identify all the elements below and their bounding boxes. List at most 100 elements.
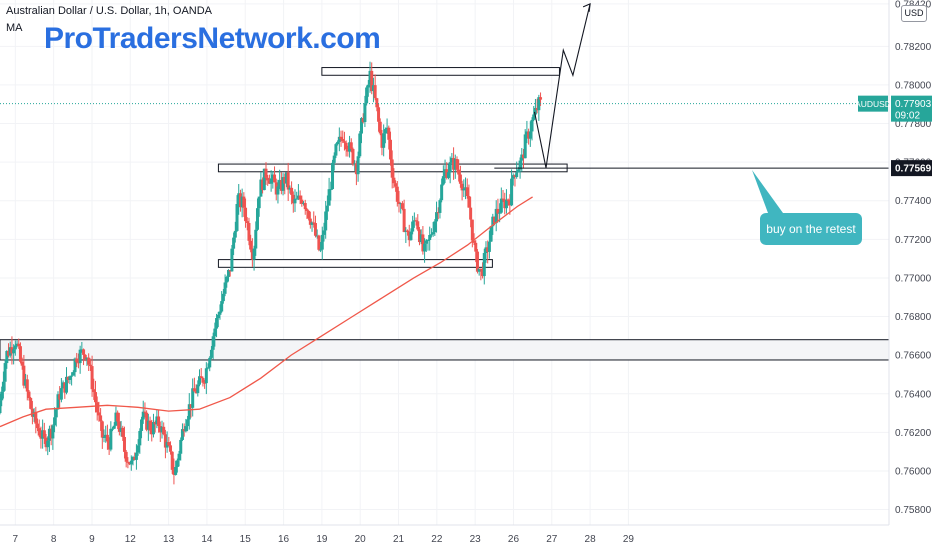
price-axis[interactable]: 0.784200.782000.780000.778000.776000.774… xyxy=(888,0,932,550)
candle-body xyxy=(3,363,7,382)
candle-body xyxy=(150,430,154,435)
candle-body xyxy=(438,200,442,213)
candle-body xyxy=(313,223,317,236)
candle-body xyxy=(170,451,174,470)
candle-body xyxy=(66,376,70,380)
candle-body xyxy=(244,207,248,222)
candle-body xyxy=(443,169,447,177)
candle-body xyxy=(116,412,120,422)
time-tick-label: 14 xyxy=(201,534,213,545)
candle-body xyxy=(264,168,268,178)
candle-body xyxy=(237,193,241,205)
candle-body xyxy=(470,219,474,241)
candle-body xyxy=(518,160,522,170)
candle-body xyxy=(71,372,75,376)
candle-body xyxy=(421,234,425,252)
candle-body xyxy=(380,133,384,148)
price-tick-label: 0.78000 xyxy=(895,80,932,91)
indicator-label[interactable]: MA xyxy=(6,22,23,34)
currency-button[interactable]: USD xyxy=(901,5,927,22)
candle-body xyxy=(433,221,437,233)
candle-body xyxy=(225,276,229,283)
candle-body xyxy=(109,428,113,450)
candle-body xyxy=(397,201,401,204)
candle-body xyxy=(221,293,225,302)
candle-body xyxy=(523,134,527,159)
candle-body xyxy=(238,193,242,208)
candle-body xyxy=(445,169,449,178)
candle-body xyxy=(510,178,514,206)
candle-body xyxy=(499,198,503,213)
zone-box xyxy=(0,339,890,361)
candle-body xyxy=(174,466,178,475)
candle-body xyxy=(298,195,302,200)
candle-body xyxy=(491,216,495,227)
candle-body xyxy=(360,118,364,134)
candle-body xyxy=(37,428,41,436)
candle-body xyxy=(392,177,396,184)
candle-body xyxy=(133,457,137,460)
candle-body xyxy=(361,118,365,123)
candle-body xyxy=(141,411,145,420)
candle-body xyxy=(273,174,277,183)
candle-body xyxy=(460,183,464,191)
candle-body xyxy=(504,199,508,209)
candle-body xyxy=(163,434,167,448)
candle-body xyxy=(223,282,227,294)
candle-body xyxy=(29,398,33,409)
time-axis[interactable]: 7 8 9 12 13 14 15 16 19 20 21 22 23 26 27 28 29 xyxy=(0,524,889,545)
time-tick-label: 29 xyxy=(623,534,635,545)
candle-body xyxy=(487,241,491,252)
candle-body xyxy=(341,139,345,142)
candle-body xyxy=(319,249,323,251)
candle-body xyxy=(535,107,539,111)
candle-body xyxy=(44,437,48,448)
candle-body xyxy=(467,196,471,208)
candle-body xyxy=(65,376,69,393)
candle-body xyxy=(317,235,321,250)
candle-body xyxy=(414,220,418,222)
candle-body xyxy=(194,391,198,394)
candle-body xyxy=(446,172,450,178)
candle-body xyxy=(136,445,140,453)
time-tick-label: 15 xyxy=(240,534,252,545)
candle-body xyxy=(58,394,62,400)
candle-body xyxy=(366,84,370,88)
time-tick-label: 12 xyxy=(125,534,137,545)
annotation-callout[interactable]: buy on the retest xyxy=(760,213,862,245)
candle-body xyxy=(342,141,346,143)
candle-body xyxy=(70,375,74,377)
candle-body xyxy=(112,425,116,429)
time-tick-label: 19 xyxy=(316,534,328,545)
candle-body xyxy=(448,162,452,173)
candle-body xyxy=(465,187,469,197)
candle-body xyxy=(10,347,14,354)
candle-body xyxy=(126,461,130,463)
candle-body xyxy=(390,159,394,178)
moving-average-layer xyxy=(0,196,533,428)
candle-body xyxy=(327,189,331,206)
candle-body xyxy=(230,248,234,272)
time-tick-label: 21 xyxy=(393,534,405,545)
candle-body xyxy=(409,231,413,241)
candle-body xyxy=(206,367,210,369)
candle-body xyxy=(435,212,439,222)
price-tick-label: 0.76400 xyxy=(895,389,932,400)
projection-path xyxy=(533,3,591,169)
candle-body xyxy=(148,420,152,431)
candle-body xyxy=(22,365,26,386)
watermark-text: ProTradersNetwork.com xyxy=(44,22,381,55)
candle-body xyxy=(179,439,183,454)
candle-body xyxy=(295,198,299,200)
symbol-title[interactable]: Australian Dollar / U.S. Dollar, 1h, OAN… xyxy=(6,5,213,17)
price-axis-bg xyxy=(889,0,932,550)
candle-body xyxy=(486,247,490,252)
candle-body xyxy=(157,416,161,427)
candle-body xyxy=(0,400,2,414)
candle-body xyxy=(419,234,423,243)
candle-body xyxy=(450,157,454,163)
candle-body xyxy=(8,347,12,356)
candle-body xyxy=(240,196,244,208)
